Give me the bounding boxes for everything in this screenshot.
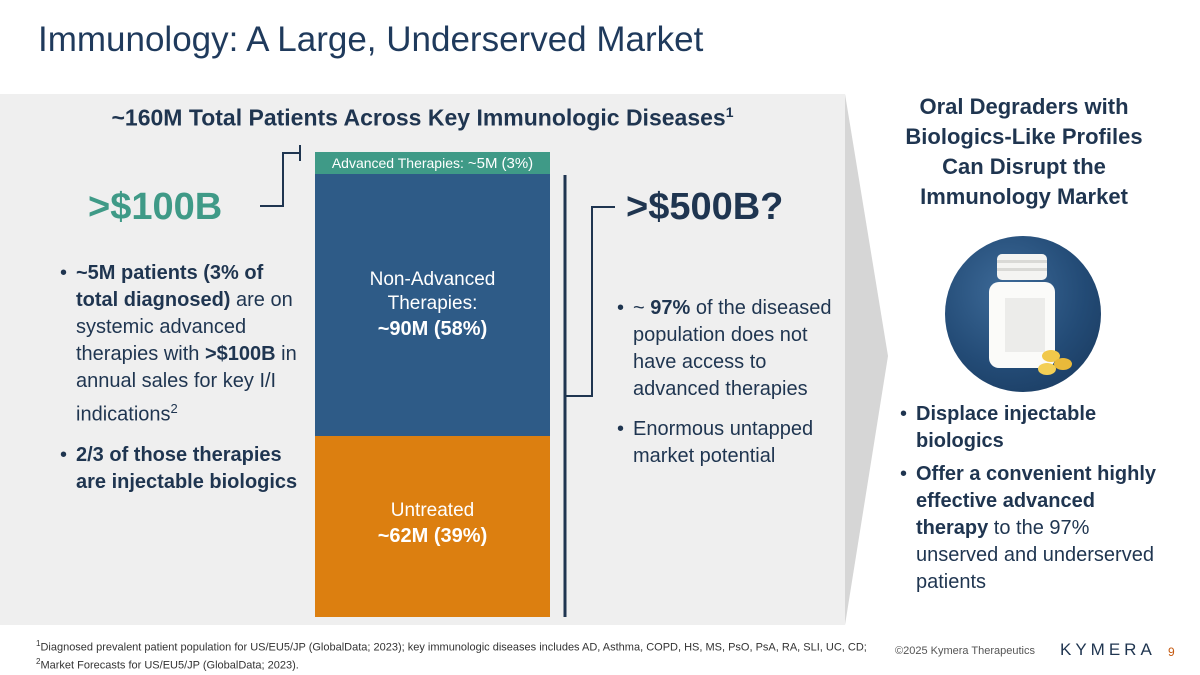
right-bracket-line <box>565 206 615 397</box>
right-market-size: >$500B? <box>626 186 784 228</box>
chart-title: ~160M Total Patients Across Key Immunolo… <box>111 104 734 131</box>
middle-bullet-list: ~ 97% of the diseased population does no… <box>617 295 842 483</box>
left-bullet-1: ~5M patients (3% of total diagnosed) are… <box>60 260 310 429</box>
right-bullet-2: Offer a convenient highly effective adva… <box>900 461 1160 596</box>
company-logo: KYMERA <box>1060 640 1156 659</box>
segment-label-untreated: Untreated <box>390 500 475 521</box>
segment-label-non-advanced-2: Therapies: <box>387 293 478 314</box>
segment-value-untreated: ~62M (39%) <box>377 525 488 547</box>
right-bullet-list: Displace injectable biologics Offer a co… <box>900 401 1160 602</box>
pill-bottle-image <box>945 236 1101 392</box>
bar-segment-untreated: Untreated ~62M (39%) <box>315 436 550 617</box>
segment-pct-advanced: (3%) <box>501 154 534 172</box>
segment-label-advanced: Advanced Therapies: <box>331 155 464 171</box>
segment-value-non-advanced: ~90M (58%) <box>377 318 488 340</box>
page-number: 9 <box>1168 645 1175 659</box>
left-bullet-2: 2/3 of those therapies are injectable bi… <box>60 442 310 496</box>
footnote-1: 1Diagnosed prevalent patient population … <box>36 639 867 654</box>
bar-segment-non-advanced: Non-Advanced Therapies: ~90M (58%) <box>315 174 550 436</box>
left-bullet-list: ~5M patients (3% of total diagnosed) are… <box>60 260 310 509</box>
segment-value-advanced: ~5M <box>467 154 498 172</box>
pill-bottle-icon <box>989 254 1072 375</box>
footnote-2: 2Market Forecasts for US/EU5/JP (GlobalD… <box>36 656 299 672</box>
middle-bullet-2: Enormous untapped market potential <box>617 416 842 470</box>
footnotes: 1Diagnosed prevalent patient population … <box>36 637 867 672</box>
slide-title: Immunology: A Large, Underserved Market <box>38 20 704 59</box>
copyright: ©2025 Kymera Therapeutics <box>895 645 1035 657</box>
segment-label-non-advanced-1: Non-Advanced <box>369 269 496 290</box>
right-bullet-1: Displace injectable biologics <box>900 401 1160 455</box>
bar-segment-advanced: Advanced Therapies: ~5M (3%) <box>315 152 550 174</box>
left-bracket-line <box>260 152 300 207</box>
left-market-size: >$100B <box>88 186 223 228</box>
middle-bullet-1: ~ 97% of the diseased population does no… <box>617 295 842 403</box>
chevron-arrow-icon <box>845 94 888 625</box>
right-heading: Oral Degraders with Biologics-Like Profi… <box>905 94 1143 209</box>
